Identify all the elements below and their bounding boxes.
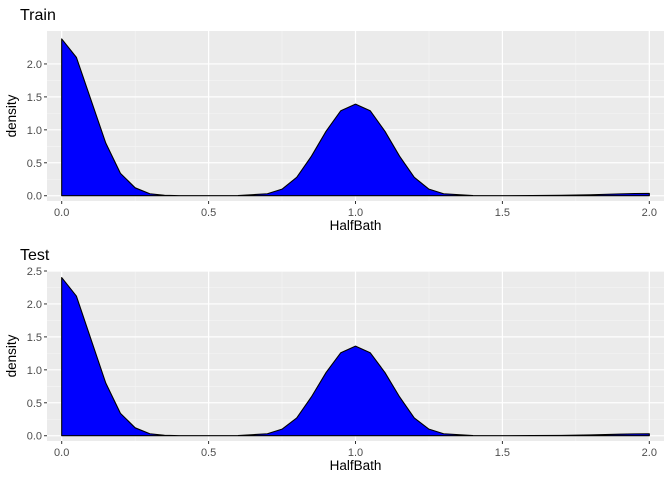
y-tick-label: 2.5 — [27, 266, 42, 278]
x-axis-title: HalfBath — [330, 458, 382, 473]
x-tick-label: 2.0 — [642, 447, 657, 459]
x-tick-label: 0.0 — [54, 447, 69, 459]
chart-panel-train: Train 0.0 0.5 1.0 1.5 2.0 0.0 0.5 1.0 1.5 2.0 HalfB… — [4, 7, 664, 233]
y-axis-title: density — [4, 334, 19, 377]
x-axis-title: HalfBath — [330, 218, 382, 233]
y-tick-label: 0.0 — [27, 191, 42, 203]
x-tick-label: 1.0 — [348, 447, 363, 459]
chart-panel-test: Test 0.0 0.5 1.0 1.5 2.0 0.0 0.5 1.0 1.5 2.0 2.5 Hal… — [4, 247, 664, 473]
x-tick-label: 0.5 — [201, 207, 216, 219]
x-tick-label: 0.5 — [201, 447, 216, 459]
density-area — [61, 277, 650, 437]
x-tick-label: 0.0 — [54, 207, 69, 219]
panel-title: Test — [20, 247, 50, 264]
y-tick-label: 0.5 — [27, 158, 42, 170]
y-tick-label: 0.5 — [27, 398, 42, 410]
y-tick-label: 1.0 — [27, 125, 42, 137]
y-tick-label: 1.5 — [27, 92, 42, 104]
x-tick-label: 2.0 — [642, 207, 657, 219]
y-tick-label: 1.0 — [27, 365, 42, 377]
y-axis-title: density — [4, 94, 19, 137]
y-tick-label: 2.0 — [27, 299, 42, 311]
y-tick-label: 1.5 — [27, 332, 42, 344]
x-tick-label: 1.5 — [495, 447, 510, 459]
y-tick-label: 0.0 — [27, 431, 42, 443]
density-area — [61, 38, 650, 197]
x-tick-label: 1.0 — [348, 207, 363, 219]
y-tick-label: 2.0 — [27, 59, 42, 71]
panel-title: Train — [20, 7, 56, 24]
x-tick-label: 1.5 — [495, 207, 510, 219]
